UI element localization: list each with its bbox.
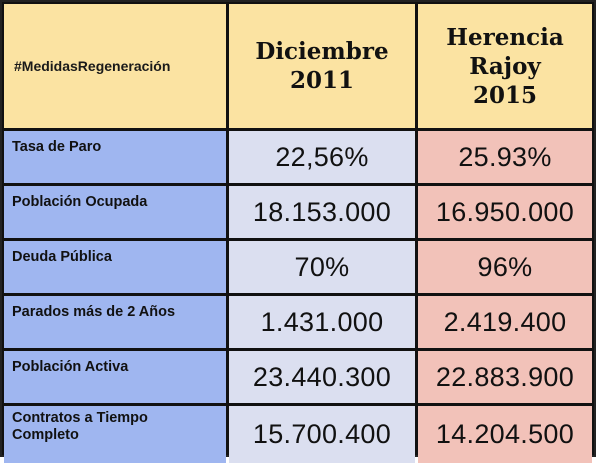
row-label-line: Completo [12,427,79,443]
column-header-2011-line: 2011 [289,67,354,94]
value-2011-deuda-publica: 70% [229,241,415,293]
row-label-poblacion-ocupada: Población Ocupada [4,186,226,238]
value-2015-parados-mas-de-2-anos: 2.419.400 [418,296,592,348]
value-2015-poblacion-activa: 22.883.900 [418,351,592,403]
comparison-table: #MedidasRegeneración Diciembre 2011 Here… [4,4,592,463]
row-label-poblacion-activa: Población Activa [4,351,226,403]
row-label-tasa-de-paro: Tasa de Paro [4,131,226,183]
value-2015-deuda-publica: 96% [418,241,592,293]
value-2011-parados-mas-de-2-anos: 1.431.000 [229,296,415,348]
row-label-contratos-a-tiempo-completo: Contratos a Tiempo Completo [4,406,226,463]
column-header-2015-line: Herencia [446,23,564,51]
value-2015-contratos-a-tiempo-completo: 14.204.500 [418,406,592,463]
value-2015-tasa-de-paro: 25.93% [418,131,592,183]
row-label-line: Contratos a Tiempo [12,410,148,426]
value-2011-poblacion-ocupada: 18.153.000 [229,186,415,238]
value-2011-contratos-a-tiempo-completo: 15.700.400 [229,406,415,463]
value-2011-tasa-de-paro: 22,56% [229,131,415,183]
column-header-2011-line: Diciembre [255,38,389,65]
hashtag-header: #MedidasRegeneración [4,4,226,128]
row-label-deuda-publica: Deuda Pública [4,241,226,293]
column-header-2015-line: 2015 [472,81,537,109]
column-header-2011: Diciembre 2011 [229,4,415,128]
column-header-2015: Herencia Rajoy 2015 [418,4,592,128]
row-label-parados-mas-de-2-anos: Parados más de 2 Años [4,296,226,348]
value-2011-poblacion-activa: 23.440.300 [229,351,415,403]
column-header-2015-line: Rajoy [469,52,541,80]
value-2015-poblacion-ocupada: 16.950.000 [418,186,592,238]
